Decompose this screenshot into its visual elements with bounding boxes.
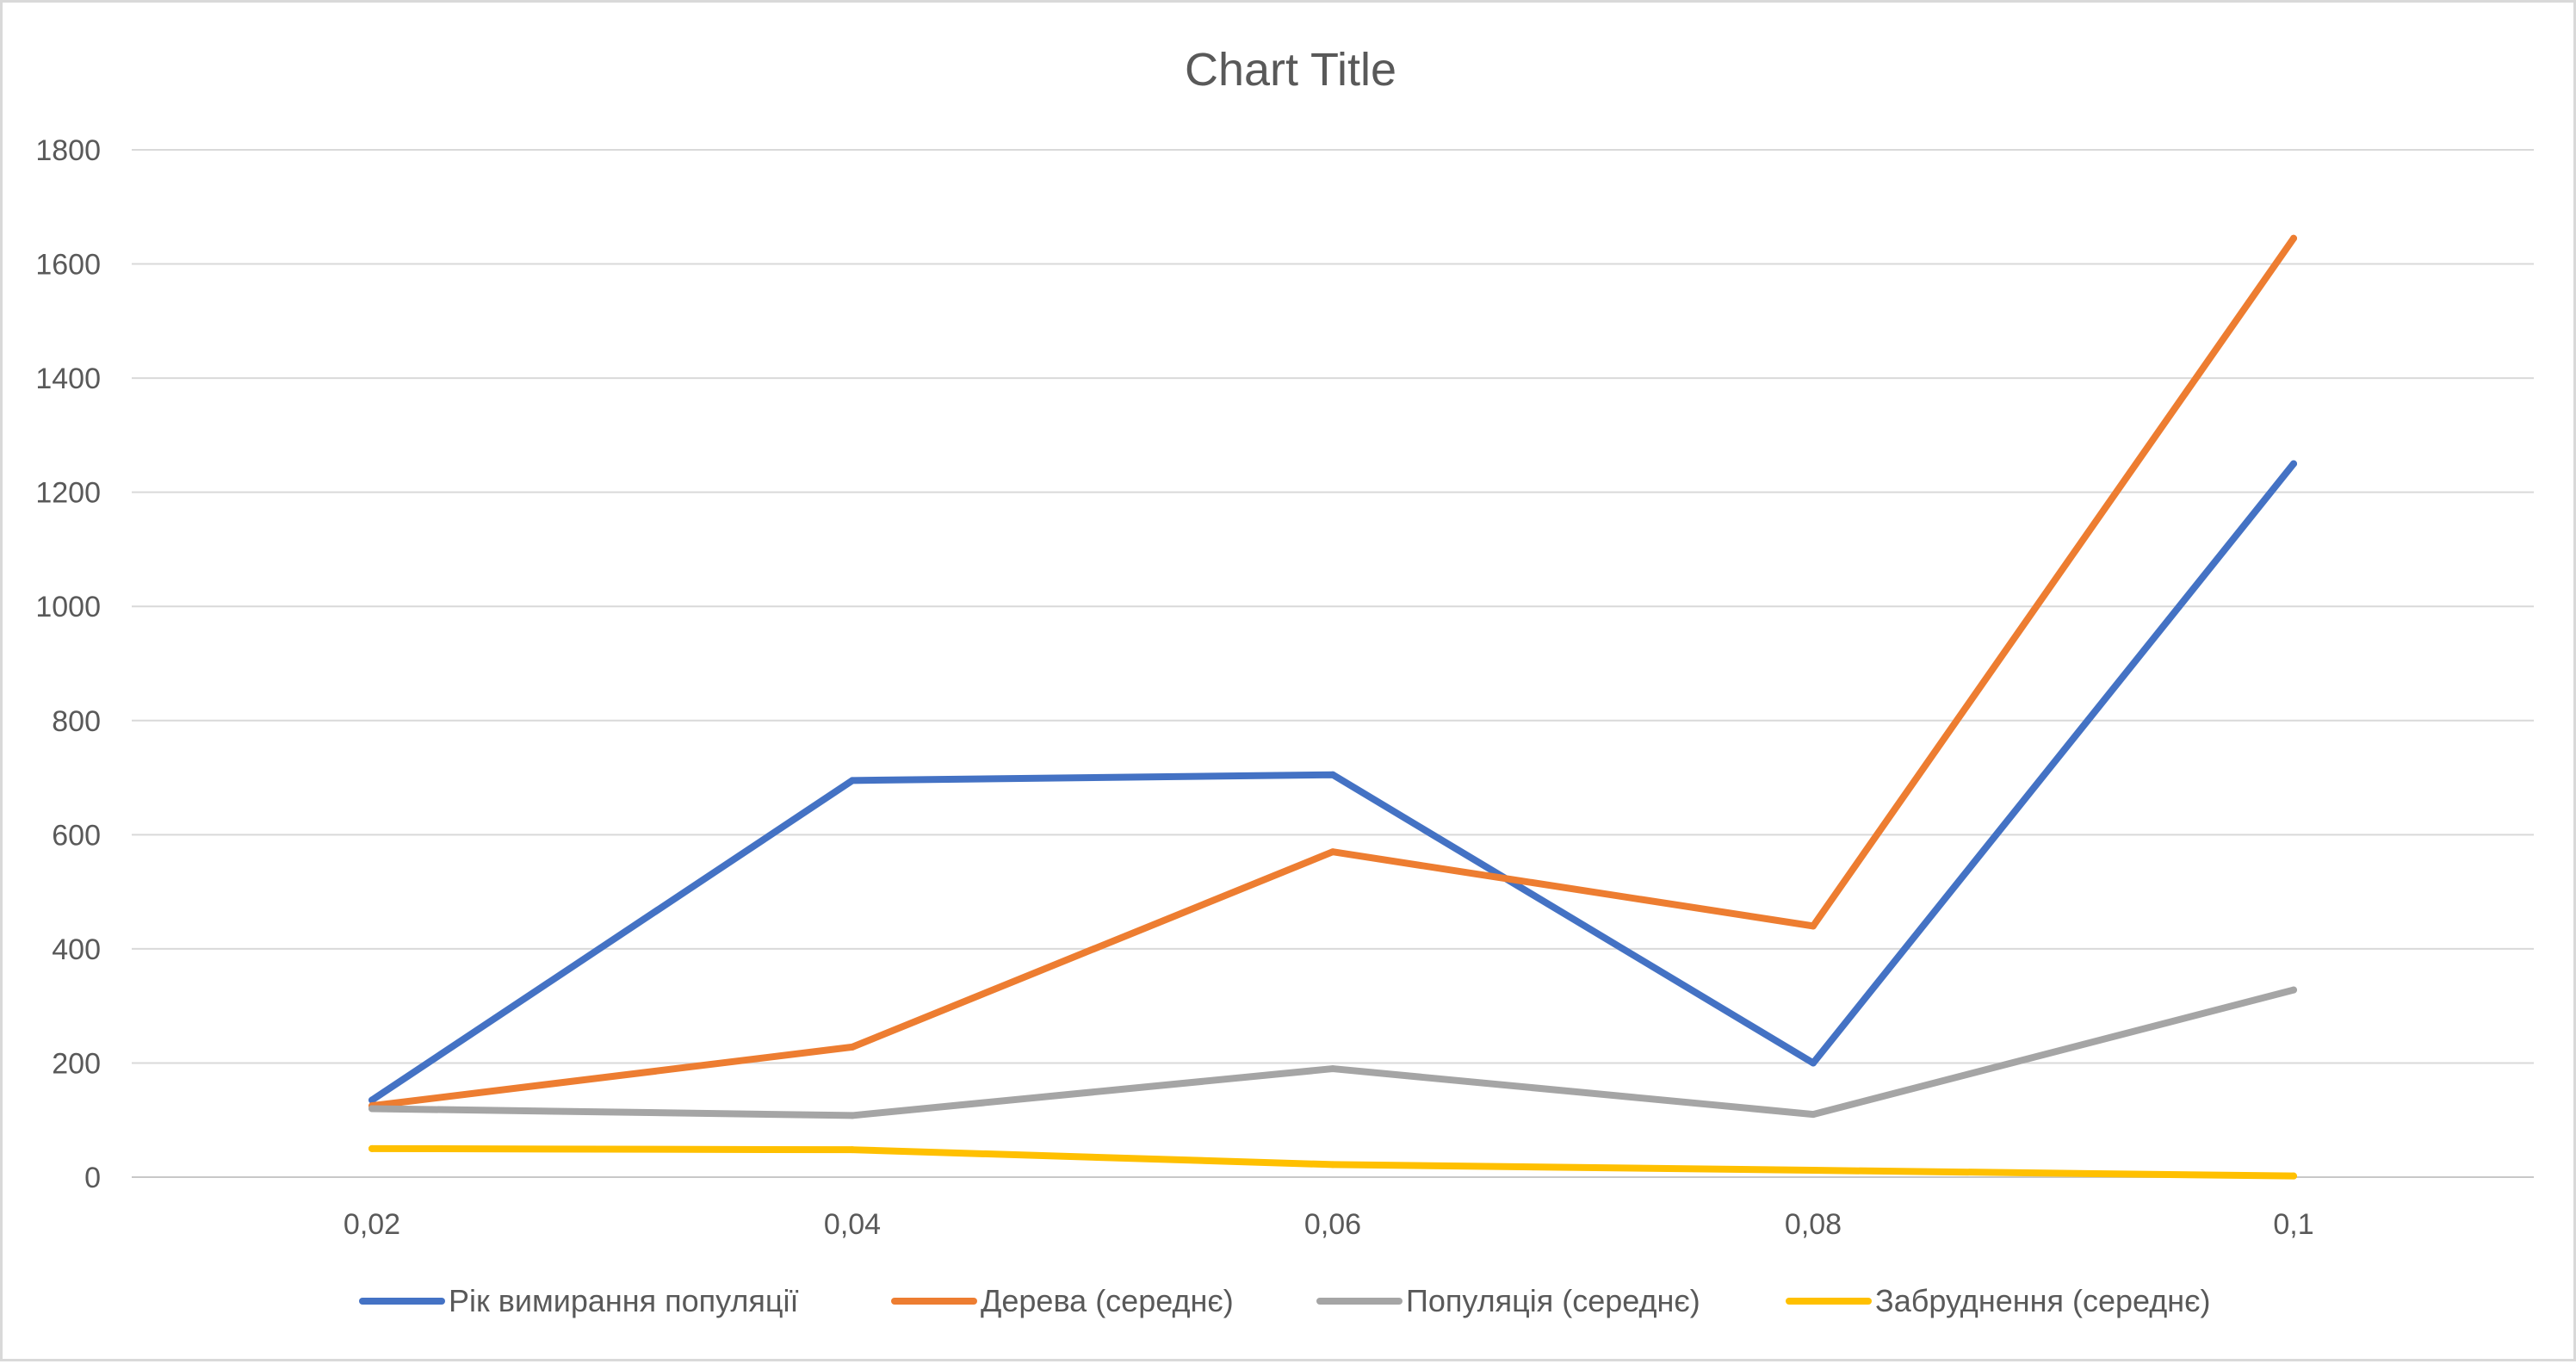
y-axis: 0 200 400 600 800 1000 1200 1400 1600 1800 [35, 134, 101, 1194]
data-point[interactable] [849, 777, 856, 784]
series-line-2[interactable] [368, 234, 2297, 1110]
y-tick-label: 1000 [35, 591, 101, 623]
data-point[interactable] [1329, 848, 1336, 856]
gridlines [132, 149, 2534, 1178]
x-axis: 0,02 0,04 0,06 0,08 0,1 [344, 1208, 2314, 1241]
data-point[interactable] [368, 1096, 375, 1104]
data-point[interactable] [2290, 1172, 2297, 1180]
data-point[interactable] [368, 1144, 375, 1152]
series-line-3[interactable] [368, 986, 2297, 1119]
x-tick-label: 0,02 [344, 1208, 400, 1241]
legend-label: Забруднення (середнє) [1875, 1283, 2210, 1318]
x-tick-label: 0,1 [2273, 1208, 2313, 1241]
data-point[interactable] [849, 1146, 856, 1154]
x-tick-label: 0,08 [1785, 1208, 1842, 1241]
data-point[interactable] [1329, 771, 1336, 778]
data-point[interactable] [849, 1043, 856, 1051]
legend-label: Рік вимирання популяції [449, 1283, 799, 1318]
y-tick-label: 0 [84, 1162, 101, 1194]
data-point[interactable] [2290, 234, 2297, 242]
y-tick-label: 200 [52, 1047, 101, 1080]
line-chart: Chart Title 0 200 400 600 800 1000 1200 1400 160… [35, 44, 2534, 1318]
legend-item-3[interactable]: Популяція (середнє) [1316, 1283, 1700, 1318]
x-tick-label: 0,06 [1304, 1208, 1361, 1241]
y-tick-label: 1400 [35, 363, 101, 395]
chart-title: Chart Title [1185, 44, 1396, 96]
y-tick-label: 1800 [35, 134, 101, 167]
y-tick-label: 1200 [35, 477, 101, 510]
data-point[interactable] [1810, 1167, 1817, 1175]
legend-label: Дерева (середнє) [981, 1283, 1234, 1318]
data-point[interactable] [368, 1105, 375, 1113]
legend-item-4[interactable]: Забруднення (середнє) [1786, 1283, 2210, 1318]
y-tick-label: 400 [52, 933, 101, 966]
legend-item-2[interactable]: Дерева (середнє) [891, 1283, 1234, 1318]
y-tick-label: 600 [52, 819, 101, 852]
data-point[interactable] [1329, 1161, 1336, 1169]
data-point[interactable] [1810, 1111, 1817, 1119]
data-point[interactable] [849, 1112, 856, 1119]
legend[interactable]: Рік вимирання популяції Дерева (середнє) П… [359, 1283, 2210, 1318]
data-point[interactable] [2290, 986, 2297, 994]
series-line-1[interactable] [368, 460, 2297, 1104]
x-tick-label: 0,04 [824, 1208, 881, 1241]
y-tick-label: 1600 [35, 249, 101, 282]
y-tick-label: 800 [52, 705, 101, 738]
data-point[interactable] [1329, 1065, 1336, 1073]
legend-item-1[interactable]: Рік вимирання популяції [359, 1283, 799, 1318]
legend-label: Популяція (середнє) [1406, 1283, 1700, 1318]
data-point[interactable] [2290, 460, 2297, 468]
series-lines [368, 234, 2297, 1180]
data-point[interactable] [1810, 922, 1817, 930]
data-point[interactable] [1810, 1059, 1817, 1067]
